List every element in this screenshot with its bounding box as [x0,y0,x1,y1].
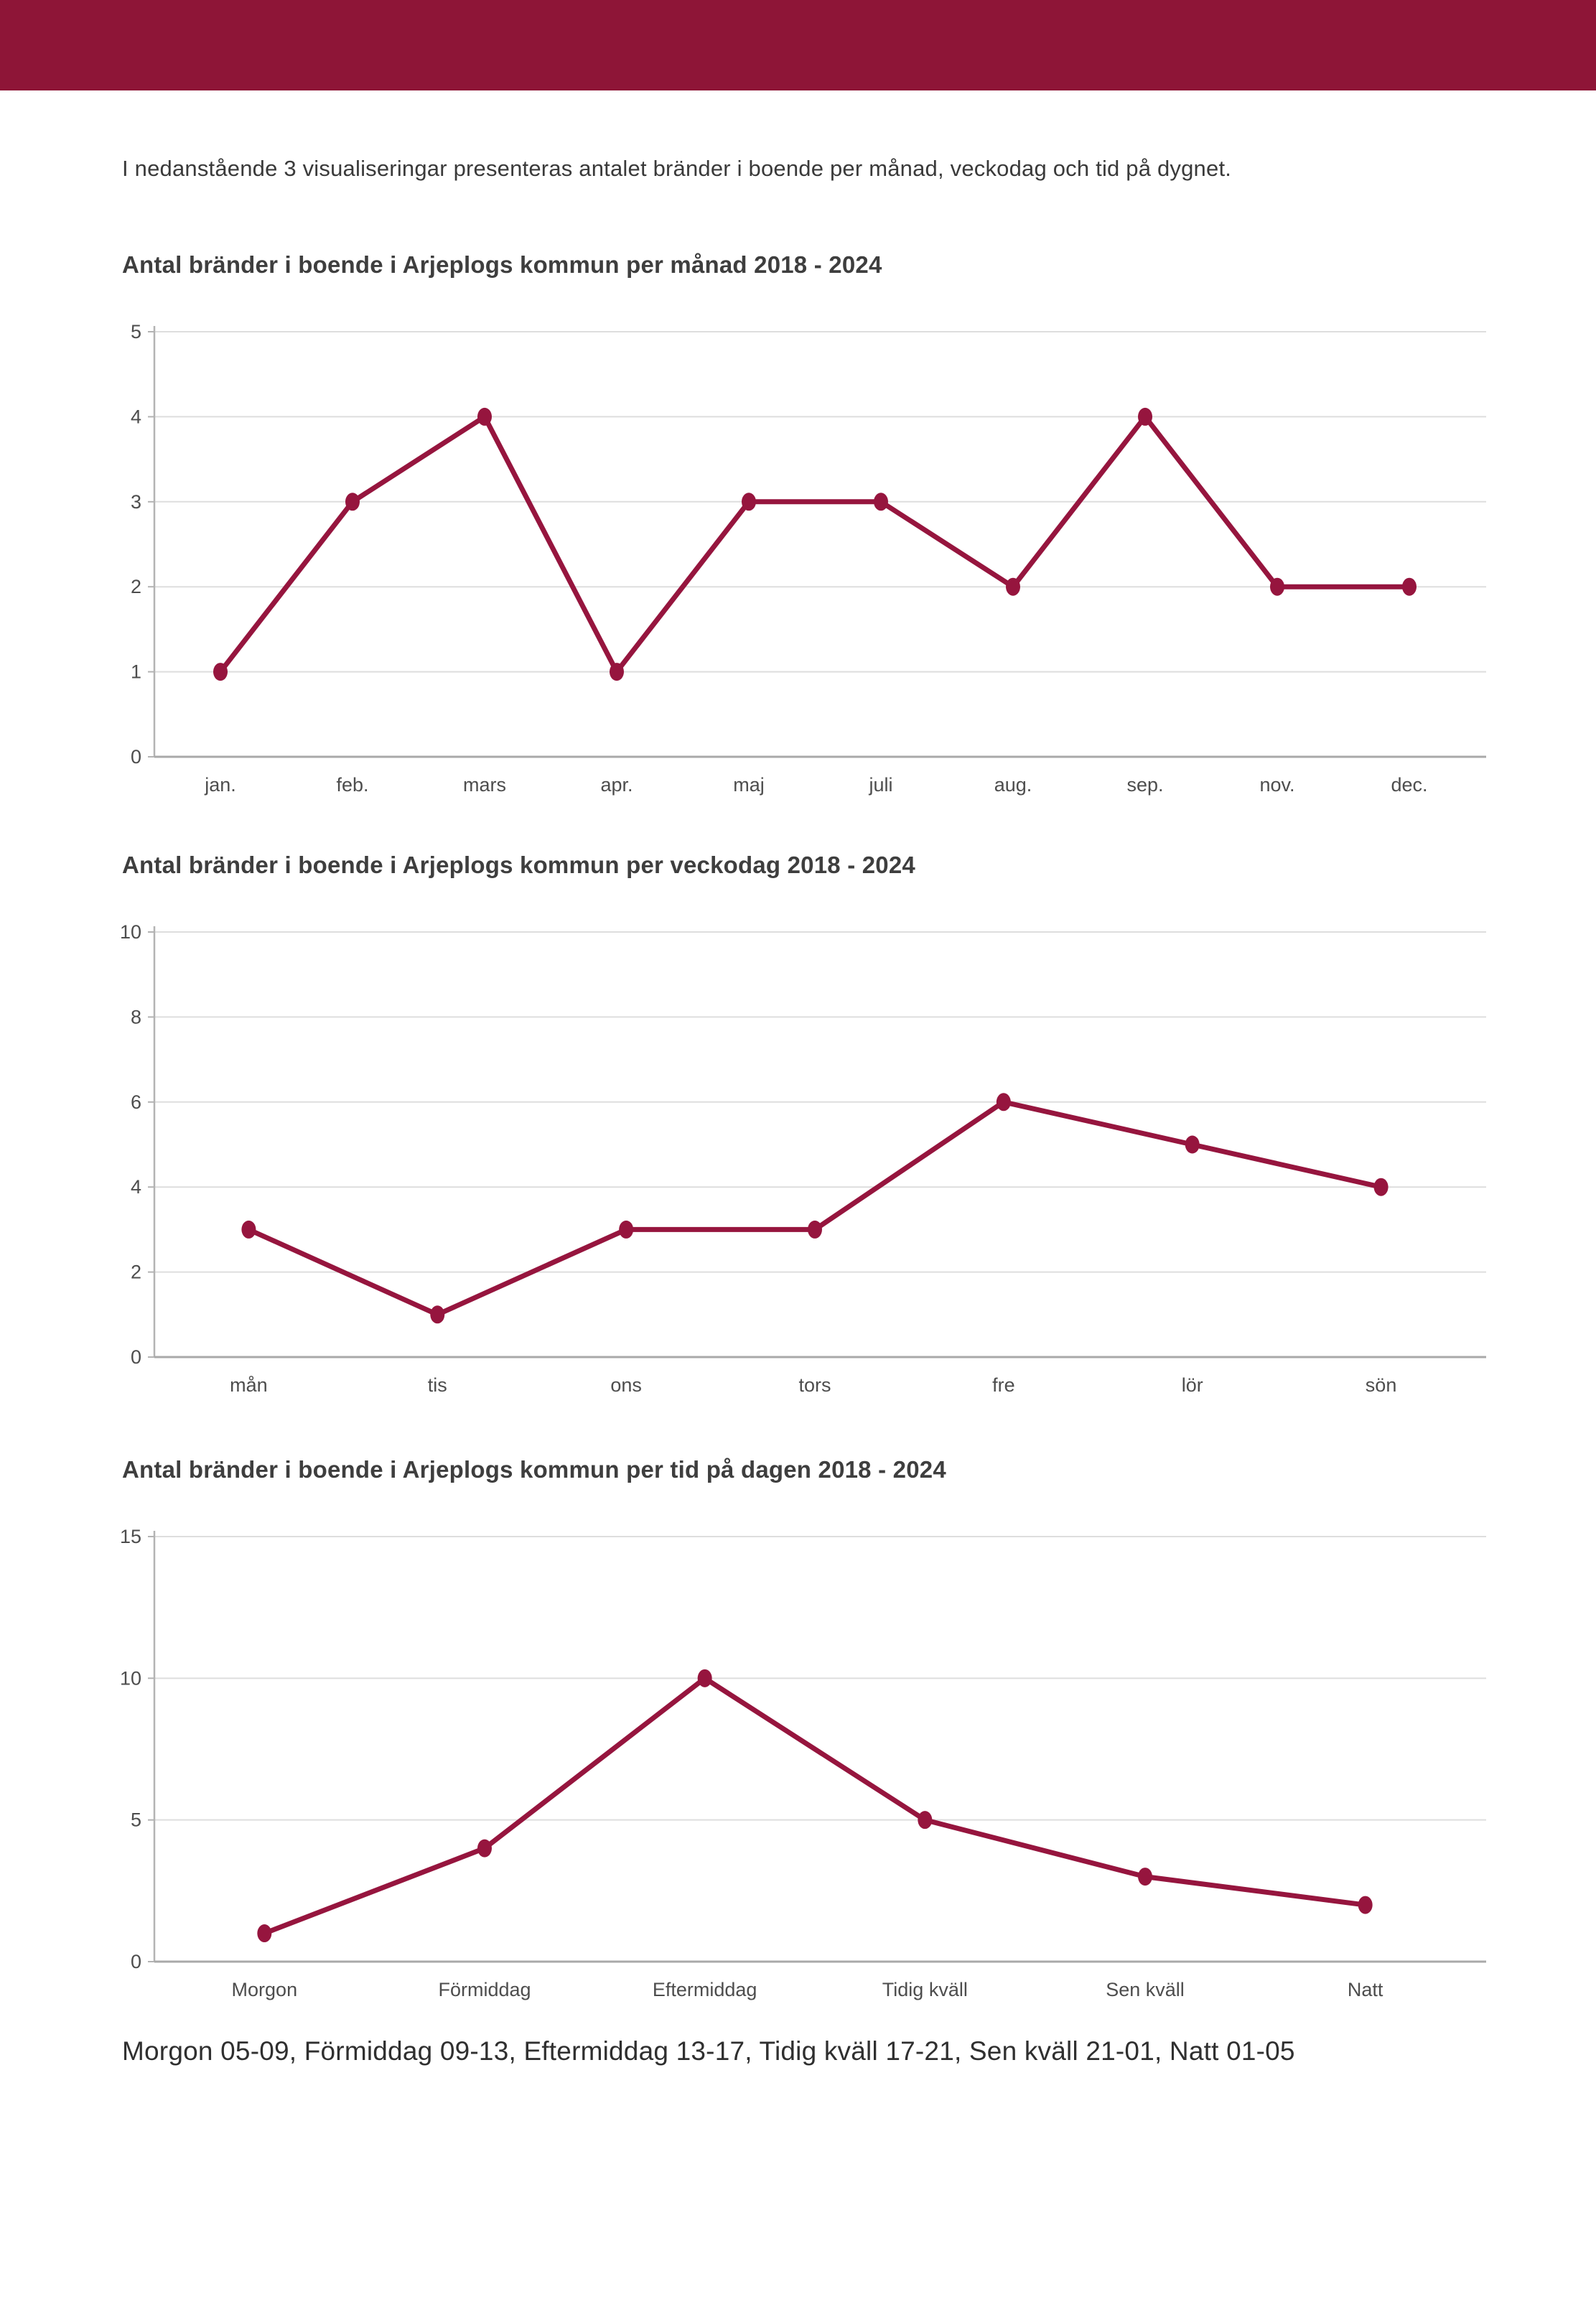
data-point [430,1305,445,1324]
data-point [1402,577,1417,596]
data-point [610,662,624,681]
chart-canvas: 0 5 10 15 Morgon Förmiddag Eftermiddag Tidig kv… [120,1526,1486,2000]
x-category-label: apr. [600,774,633,796]
y-tick-label: 4 [131,406,141,427]
top-banner [0,0,1596,90]
data-line [218,414,1412,674]
x-category-label: Morgon [232,1979,298,2000]
x-category-label: tis [428,1374,447,1396]
data-point [345,493,360,511]
data-line [261,1675,1368,1936]
data-point [257,1924,272,1942]
data-point [241,1220,256,1239]
data-point [996,1093,1011,1111]
y-tick-label: 3 [131,491,141,513]
chart-title-month: Antal bränder i boende i Arjeplogs kommu… [122,251,882,278]
x-category-label: feb. [336,774,368,796]
line-chart-timeofday: 0 5 10 15 Morgon Förmiddag Eftermiddag Tidig kv… [83,1509,1511,2012]
x-category-label: maj [733,774,765,796]
x-category-label: tors [798,1374,831,1396]
chart-section-month: Antal bränder i boende i Arjeplogs kommu… [0,251,1596,807]
line-chart-weekday: 0 2 4 6 8 10 mån tis ons tors fre lör sön [83,905,1511,1407]
y-tick-label: 10 [120,921,141,943]
y-tick-label: 8 [131,1006,141,1027]
x-category-label: aug. [994,774,1032,796]
data-point [742,493,756,511]
data-point [918,1811,933,1830]
x-category-label: Tidig kväll [882,1979,968,2000]
data-point [1358,1896,1373,1914]
data-point [808,1220,822,1239]
y-tick-label: 4 [131,1176,141,1198]
x-category-label: dec. [1391,774,1427,796]
y-tick-label: 0 [131,746,141,768]
y-tick-label: 15 [120,1526,141,1547]
time-ranges-note: Morgon 05-09, Förmiddag 09-13, Eftermidd… [122,2036,1295,2066]
x-category-label: lör [1182,1374,1203,1396]
y-tick-label: 0 [131,1346,141,1368]
x-category-label: Förmiddag [438,1979,531,2000]
x-category-label: nov. [1259,774,1294,796]
x-category-label: sep. [1126,774,1163,796]
y-tick-label: 1 [131,661,141,682]
y-tick-label: 5 [131,321,141,342]
x-category-label: Natt [1348,1979,1383,2000]
chart-section-weekday: Antal bränder i boende i Arjeplogs kommu… [0,852,1596,1407]
data-point [619,1220,634,1239]
data-point [697,1669,712,1687]
chart-canvas: 0 2 4 6 8 10 mån tis ons tors fre lör sön [120,921,1486,1396]
data-point [213,662,228,681]
x-category-label: mars [463,774,506,796]
y-tick-label: 10 [120,1667,141,1689]
chart-title-timeofday: Antal bränder i boende i Arjeplogs kommu… [122,1455,946,1483]
chart-section-timeofday: Antal bränder i boende i Arjeplogs kommu… [0,1456,1596,2012]
x-category-label: Sen kväll [1106,1979,1185,2000]
data-point [477,407,492,426]
x-category-label: Eftermiddag [653,1979,757,2000]
y-tick-label: 2 [131,1261,141,1282]
data-line [246,1099,1384,1318]
y-tick-label: 6 [131,1091,141,1113]
x-category-label: juli [868,774,892,796]
line-chart-month: 0 1 2 3 4 5 jan. feb. mars apr. maj juli aug. sep. nov… [83,304,1511,807]
chart-title-weekday: Antal bränder i boende i Arjeplogs kommu… [122,851,915,878]
report-body: I nedanstående 3 visualiseringar present… [0,154,1596,2066]
data-point [1138,1867,1152,1886]
data-point [1270,577,1284,596]
x-category-label: mån [230,1374,268,1396]
x-category-label: fre [992,1374,1015,1396]
x-category-label: jan. [204,774,236,796]
data-point [477,1839,492,1858]
x-category-label: ons [610,1374,642,1396]
data-point [1006,577,1020,596]
data-point [1185,1135,1200,1154]
y-tick-label: 5 [131,1809,141,1831]
data-point [1373,1178,1389,1196]
data-point [1138,407,1152,426]
chart-canvas: 0 1 2 3 4 5 jan. feb. mars apr. maj juli aug. sep. nov… [131,321,1486,796]
intro-text: I nedanstående 3 visualiseringar present… [122,156,1232,181]
data-point [874,493,888,511]
y-tick-label: 0 [131,1951,141,1972]
x-category-label: sön [1366,1374,1397,1396]
y-tick-label: 2 [131,576,141,597]
